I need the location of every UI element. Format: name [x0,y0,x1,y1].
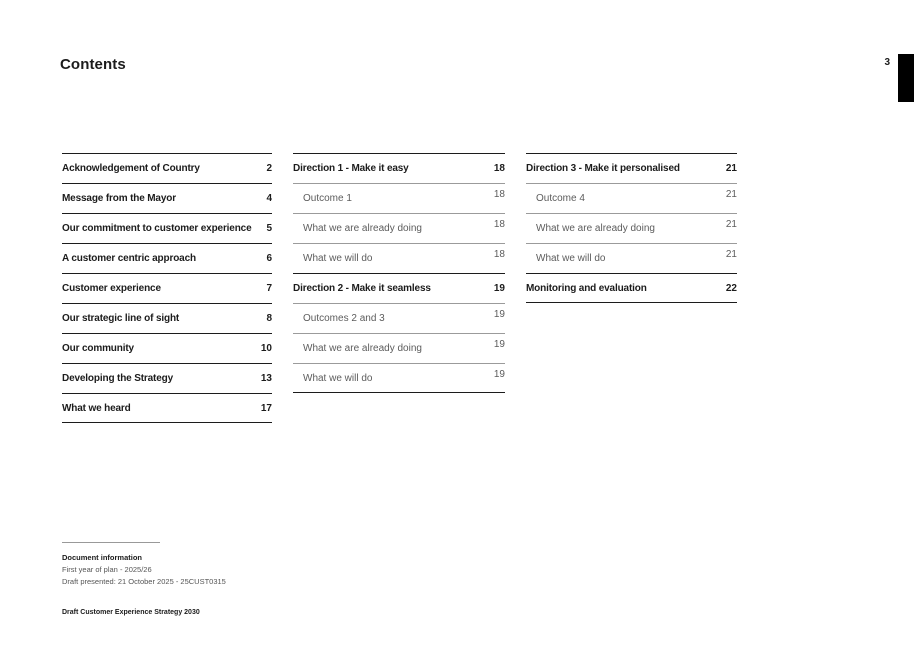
toc-entry-label: What we will do [536,253,606,264]
toc-entry-label: What we are already doing [303,223,422,234]
page-edge-tab-marker [898,54,914,102]
toc-entry: A customer centric approach 6 [62,243,272,273]
toc-entry-page-number: 21 [725,189,737,200]
footer-document-title: Draft Customer Experience Strategy 2030 [62,609,200,616]
toc-entry: Outcome 1 18 [293,183,505,213]
toc-entry-page-number: 21 [725,249,737,260]
toc-entry: Customer experience 7 [62,273,272,303]
toc-entry-page-number: 21 [725,219,737,230]
toc-entry: Direction 3 - Make it personalised 21 [526,153,737,183]
toc-column: Direction 1 - Make it easy 18 Outcome 1 18 W… [293,153,505,393]
toc-entry-label: Direction 1 - Make it easy [293,163,409,174]
toc-column: Acknowledgement of Country 2 Message from … [62,153,272,423]
toc-entry-label: Developing the Strategy [62,373,174,384]
toc-entry-page-number: 19 [493,368,505,380]
document-info-heading: Document information [62,553,142,562]
toc-entry-label: Our strategic line of sight [62,313,180,324]
toc-entry-page-number: 6 [266,253,272,264]
toc-entry-label: What we are already doing [536,223,655,234]
toc-entry-page-number: 10 [260,343,272,354]
toc-entry-label: Our commitment to customer experience [62,223,252,234]
toc-entry-label: Outcome 4 [536,193,585,204]
toc-entry-label: Customer experience [62,283,161,294]
toc-entry: Outcome 4 21 [526,183,737,213]
toc-entry: Direction 1 - Make it easy 18 [293,153,505,183]
toc-entry: What we are already doing 21 [526,213,737,243]
toc-entry: Outcomes 2 and 3 19 [293,303,505,333]
toc-entry-label: What we will do [303,372,373,384]
toc-column: Direction 3 - Make it personalised 21 Outc… [526,153,737,303]
toc-entry: What we will do 21 [526,243,737,273]
toc-entry: What we heard 17 [62,393,272,423]
toc-entry-page-number: 19 [493,309,505,320]
toc-entry: Developing the Strategy 13 [62,363,272,393]
toc-entry-page-number: 19 [493,283,505,294]
toc-entry-label: What we will do [303,253,373,264]
toc-entry-page-number: 18 [493,163,505,174]
toc-entry-page-number: 18 [493,189,505,200]
toc-entry-page-number: 8 [266,313,272,324]
toc-entry: Acknowledgement of Country 2 [62,153,272,183]
toc-entry-page-number: 13 [260,373,272,384]
toc-entry: What we will do 19 [293,363,505,393]
toc-entry-page-number: 18 [493,249,505,260]
toc-entry-label: Message from the Mayor [62,193,176,204]
toc-entry-page-number: 17 [260,402,272,414]
toc-entry: Our commitment to customer experience 5 [62,213,272,243]
toc-entry-label: What we heard [62,402,131,414]
toc-entry-label: Direction 2 - Make it seamless [293,283,431,294]
toc-entry-label: Outcomes 2 and 3 [303,313,385,324]
toc-entry-label: Direction 3 - Make it personalised [526,163,680,174]
toc-entry: What we are already doing 19 [293,333,505,363]
document-info-draft-presented: Draft presented: 21 October 2025 - 25CUS… [62,577,226,586]
toc-entry: What we will do 18 [293,243,505,273]
footer-divider [62,542,160,543]
toc-entry-label: Our community [62,343,134,354]
toc-entry-label: A customer centric approach [62,253,196,264]
toc-entry-page-number: 18 [493,219,505,230]
toc-entry: Our community 10 [62,333,272,363]
toc-entry-page-number: 19 [493,339,505,350]
toc-entry-label: Outcome 1 [303,193,352,204]
toc-entry-page-number: 7 [266,283,272,294]
toc-entry: Direction 2 - Make it seamless 19 [293,273,505,303]
toc-entry: Our strategic line of sight 8 [62,303,272,333]
toc-entry: What we are already doing 18 [293,213,505,243]
toc-entry-label: Monitoring and evaluation [526,282,647,294]
page-number: 3 [884,57,890,68]
toc-entry-page-number: 22 [725,282,737,294]
toc-entry-page-number: 2 [266,163,272,174]
toc-entry: Message from the Mayor 4 [62,183,272,213]
toc-entry-page-number: 4 [266,193,272,204]
toc-entry-page-number: 5 [266,223,272,234]
toc-entry-page-number: 21 [725,163,737,174]
page-title: Contents [60,56,126,73]
toc-entry-label: Acknowledgement of Country [62,163,200,174]
toc-entry-label: What we are already doing [303,343,422,354]
document-info-first-year: First year of plan - 2025/26 [62,565,152,574]
toc-entry: Monitoring and evaluation 22 [526,273,737,303]
